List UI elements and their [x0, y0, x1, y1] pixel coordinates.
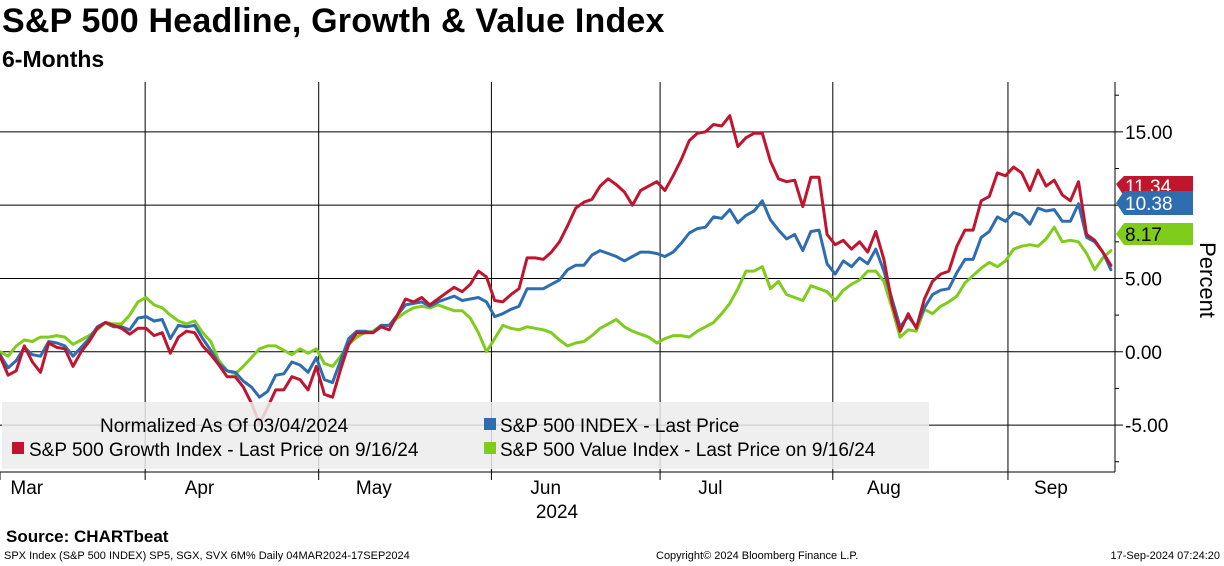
- legend-label-value: S&P 500 Value Index - Last Price on 9/16…: [500, 440, 876, 461]
- last-value-tag-value: 8.17: [1116, 223, 1193, 246]
- y-tick-label: -5.00: [1125, 416, 1168, 437]
- legend-swatch-headline: [484, 418, 496, 430]
- x-tick-label: May: [356, 478, 392, 499]
- legend: Normalized As Of 03/04/2024 S&P 500 INDE…: [2, 402, 929, 469]
- y-tick-label: 0.00: [1125, 343, 1162, 364]
- y-axis-label: Percent: [1195, 242, 1220, 318]
- x-tick-label: Mar: [10, 478, 43, 499]
- last-value-tag-headline: 10.38: [1116, 191, 1193, 215]
- legend-label-headline: S&P 500 INDEX - Last Price: [500, 416, 739, 437]
- legend-note: Normalized As Of 03/04/2024: [100, 416, 349, 437]
- series-line-headline: [0, 199, 1113, 399]
- last-value-tags: 11.34 10.38 8.17: [1116, 176, 1193, 246]
- footer-timestamp: 17-Sep-2024 07:24:20: [1110, 550, 1220, 562]
- tag-value-headline: 10.38: [1125, 194, 1173, 215]
- tag-shape-value: [1116, 223, 1193, 245]
- legend-label-growth: S&P 500 Growth Index - Last Price on 9/1…: [29, 440, 419, 461]
- source-note: Source: CHARTbeat: [6, 527, 169, 546]
- legend-swatch-value: [484, 442, 496, 454]
- tag-value-value: 8.17: [1125, 225, 1162, 246]
- series-line-value: [0, 225, 1113, 376]
- footer-copyright: Copyright© 2024 Bloomberg Finance L.P.: [656, 550, 859, 562]
- legend-background: [2, 402, 929, 469]
- x-tick-label: Jul: [698, 478, 722, 499]
- tag-shape-headline: [1116, 191, 1193, 215]
- series-line-growth: [0, 114, 1113, 426]
- x-tick-label: Sep: [1034, 478, 1068, 499]
- x-tick-label: Apr: [185, 478, 215, 499]
- legend-swatch-growth: [12, 442, 24, 454]
- series-layer: [0, 114, 1113, 426]
- x-tick-label: Aug: [867, 478, 901, 499]
- chart-subtitle: 6-Months: [2, 46, 105, 72]
- x-tick-label: Jun: [530, 478, 561, 499]
- y-tick-label: 15.00: [1125, 123, 1173, 144]
- footer-ticker-info: SPX Index (S&P 500 INDEX) SP5, SGX, SVX …: [4, 550, 410, 562]
- chart-title: S&P 500 Headline, Growth & Value Index: [2, 2, 665, 40]
- year-label: 2024: [536, 502, 579, 523]
- y-tick-label: 5.00: [1125, 269, 1162, 290]
